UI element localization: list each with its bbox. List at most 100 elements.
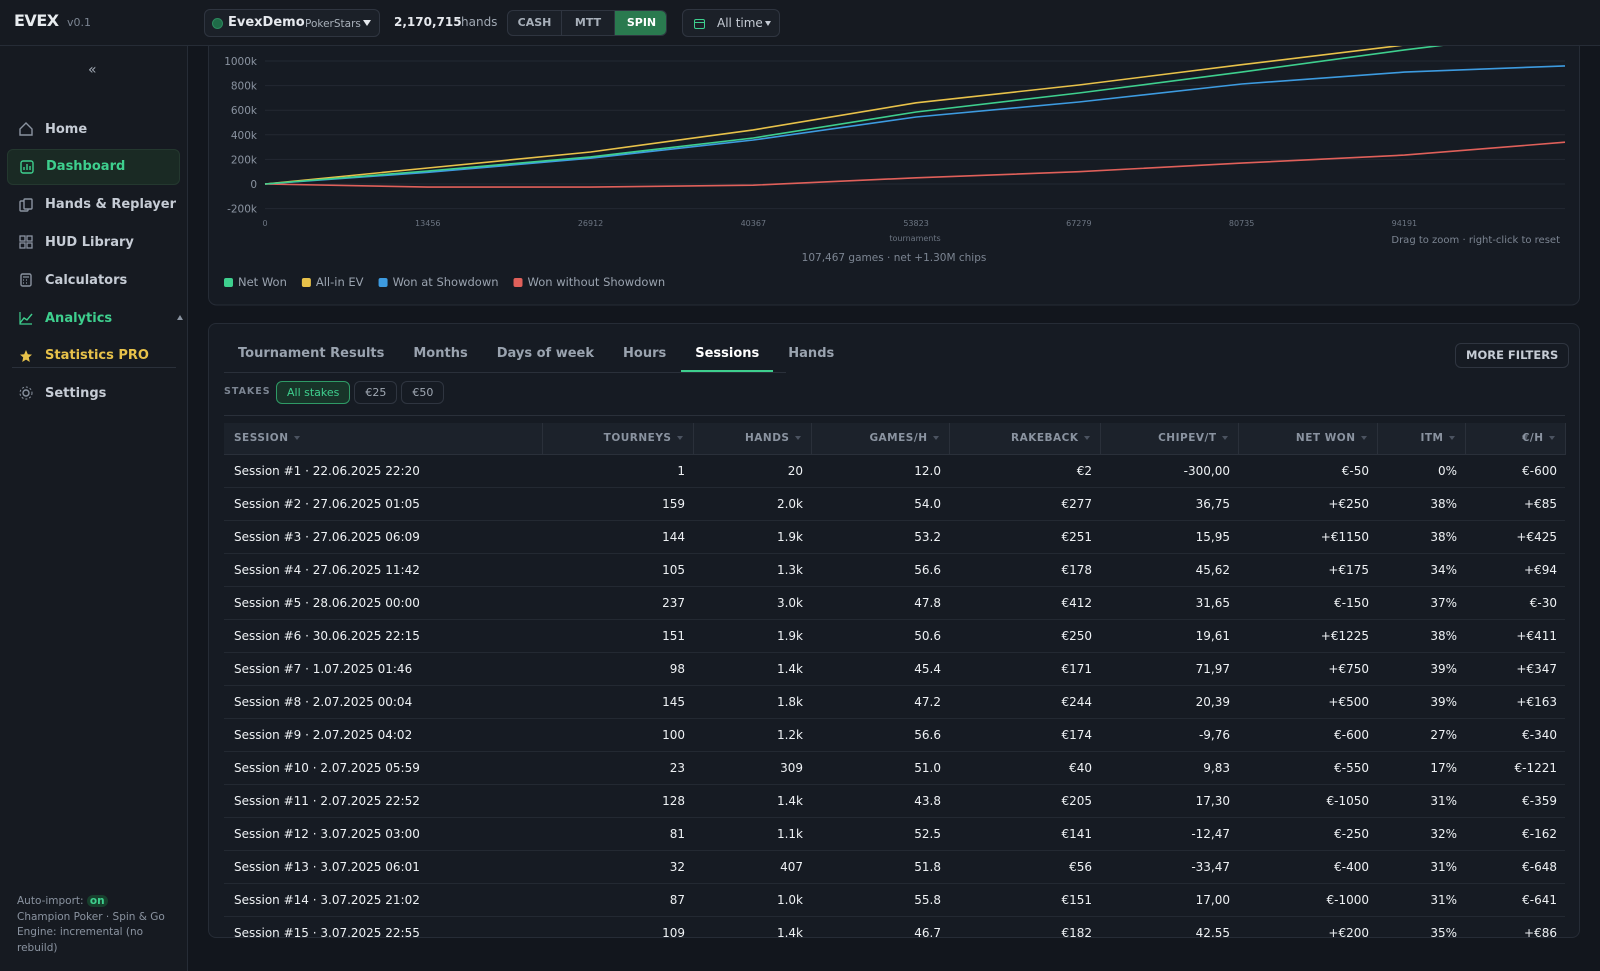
tab[interactable]: Months [413, 346, 468, 361]
nav-item[interactable]: Settings [7, 375, 180, 411]
cell: 45,62 [1100, 553, 1238, 587]
table-row[interactable]: Session #7 · 1.07.2025 01:46 98 1.4k 45.4 €1… [224, 652, 1565, 686]
x-tick-label: 80735 [1229, 219, 1254, 228]
mode-switch: CASH MTT SPIN [507, 10, 667, 36]
column-header[interactable]: NET WON [1238, 423, 1378, 455]
cell: 98 [542, 652, 693, 686]
table-row[interactable]: Session #9 · 2.07.2025 04:02 100 1.2k 56.6 €… [224, 718, 1565, 752]
nav-item[interactable]: Hands & Replayer [7, 187, 180, 223]
legend-item[interactable]: All-in EV [301, 275, 364, 289]
mode-button[interactable]: CASH [517, 16, 552, 29]
cell: -12,47 [1100, 817, 1238, 851]
cell: Session #6 · 30.06.2025 22:15 [224, 619, 542, 653]
sort-icon [794, 436, 801, 441]
table-row[interactable]: Session #8 · 2.07.2025 00:04 145 1.8k 47.2 €… [224, 685, 1565, 719]
mode-button[interactable]: SPIN [614, 11, 666, 35]
cell: 32 [542, 850, 693, 884]
stake-pill[interactable]: €25 [354, 381, 398, 404]
cell: 1.1k [693, 817, 811, 851]
cell: Session #2 · 27.06.2025 01:05 [224, 487, 542, 521]
hint: Drag to zoom · right-click to reset [1391, 235, 1560, 246]
stake-pill[interactable]: All stakes [276, 381, 351, 404]
cell: +€425 [1465, 520, 1565, 554]
cell: 20,39 [1100, 685, 1238, 719]
nav-item[interactable]: Statistics PRO [7, 338, 180, 374]
cell: Session #4 · 27.06.2025 11:42 [224, 553, 542, 587]
summary: 107,467 games · net +1.30M chips [802, 252, 987, 264]
cell: 50.6 [811, 619, 949, 653]
cell: +€250 [1238, 487, 1377, 521]
nav-item[interactable]: Analytics [7, 300, 183, 336]
series-line [264, 23, 1566, 185]
account-selector[interactable]: EvexDemo PokerStars [204, 9, 380, 37]
tab[interactable]: Hours [623, 346, 667, 361]
cell: Session #1 · 22.06.2025 22:20 [224, 454, 542, 488]
column-title: TOURNEYS [603, 432, 672, 445]
separator [12, 367, 176, 368]
legend-swatch [224, 278, 233, 287]
cell: 1.4k [693, 652, 811, 686]
auto-import-state: on [86, 895, 108, 907]
column-header[interactable]: RAKEBACK [949, 423, 1101, 455]
y-tick-label: 0 [250, 179, 257, 191]
cell: €-340 [1465, 718, 1565, 752]
table-row[interactable]: Session #1 · 22.06.2025 22:20 1 20 12.0 €2 -3… [224, 454, 1565, 488]
mode-button[interactable]: MTT [561, 11, 614, 35]
cell: +€86 [1465, 916, 1565, 937]
x-tick-label: 13456 [415, 219, 440, 228]
cell: €-30 [1465, 586, 1565, 620]
stake-pill[interactable]: €50 [401, 381, 445, 404]
column-header[interactable]: CHIPEV/T [1100, 423, 1239, 455]
table-row[interactable]: Session #2 · 27.06.2025 01:05 159 2.0k 54.0… [224, 487, 1565, 521]
tab[interactable]: Hands [788, 346, 835, 361]
x-tick-label: 26912 [578, 219, 603, 228]
cell: €-550 [1238, 751, 1377, 785]
y-tick-label: 200k [231, 154, 258, 166]
collapse-button[interactable]: « [88, 62, 97, 78]
sort-icon [1448, 436, 1455, 441]
table-row[interactable]: Session #5 · 28.06.2025 00:00 237 3.0k 47.8… [224, 586, 1565, 620]
column-header[interactable]: TOURNEYS [542, 423, 694, 455]
nav-label: Statistics PRO [45, 348, 149, 364]
cell: 0% [1377, 454, 1465, 488]
tab[interactable]: Sessions [695, 346, 760, 361]
table-row[interactable]: Session #15 · 3.07.2025 22:55 109 1.4k 46.7… [224, 916, 1565, 937]
legend-item[interactable]: Won without Showdown [513, 275, 666, 289]
more-filters-button[interactable]: MORE FILTERS [1455, 343, 1570, 368]
table-row[interactable]: Session #12 · 3.07.2025 03:00 81 1.1k 52.5 €… [224, 817, 1565, 851]
column-header[interactable]: GAMES/H [811, 423, 950, 455]
table-row[interactable]: Session #6 · 30.06.2025 22:15 151 1.9k 50.6… [224, 619, 1565, 653]
legend-item[interactable]: Won at Showdown [378, 275, 499, 289]
cell: 52.5 [811, 817, 949, 851]
table-row[interactable]: Session #14 · 3.07.2025 21:02 87 1.0k 55.8 €… [224, 883, 1565, 917]
column-header[interactable]: €/H [1465, 423, 1566, 455]
cell: €-359 [1465, 784, 1565, 818]
cell: 56.6 [811, 718, 949, 752]
table-row[interactable]: Session #10 · 2.07.2025 05:59 23 309 51.0 €4… [224, 751, 1565, 785]
table-row[interactable]: Session #4 · 27.06.2025 11:42 105 1.3k 56.6… [224, 553, 1565, 587]
nav-item[interactable]: Dashboard [7, 148, 180, 185]
table-row[interactable]: Session #13 · 3.07.2025 06:01 32 407 51.8 €5… [224, 850, 1565, 884]
cell: €-600 [1238, 718, 1377, 752]
column-header[interactable]: ITM [1377, 423, 1466, 455]
tab[interactable]: Days of week [496, 346, 595, 361]
cell: 17,00 [1100, 883, 1238, 917]
cell: 105 [542, 553, 693, 587]
cell: €-250 [1238, 817, 1377, 851]
cell: 31% [1377, 784, 1465, 818]
nav-item[interactable]: Home [7, 111, 180, 147]
tab[interactable]: Tournament Results [238, 346, 385, 361]
logo[interactable]: EVEX [14, 11, 59, 30]
nav-item[interactable]: HUD Library [7, 224, 180, 260]
cell: 35% [1377, 916, 1465, 937]
table-row[interactable]: Session #11 · 2.07.2025 22:52 128 1.4k 43.8… [224, 784, 1565, 818]
table-row[interactable]: Session #3 · 27.06.2025 06:09 144 1.9k 53.2… [224, 520, 1565, 554]
column-header[interactable]: SESSION [224, 423, 543, 455]
column-header[interactable]: HANDS [693, 423, 812, 455]
nav-icon [19, 122, 33, 136]
nav-icon [20, 349, 32, 362]
period-selector[interactable]: All time [682, 9, 780, 37]
legend-item[interactable]: Net Won [224, 275, 287, 289]
nav-item[interactable]: Calculators [7, 262, 180, 298]
